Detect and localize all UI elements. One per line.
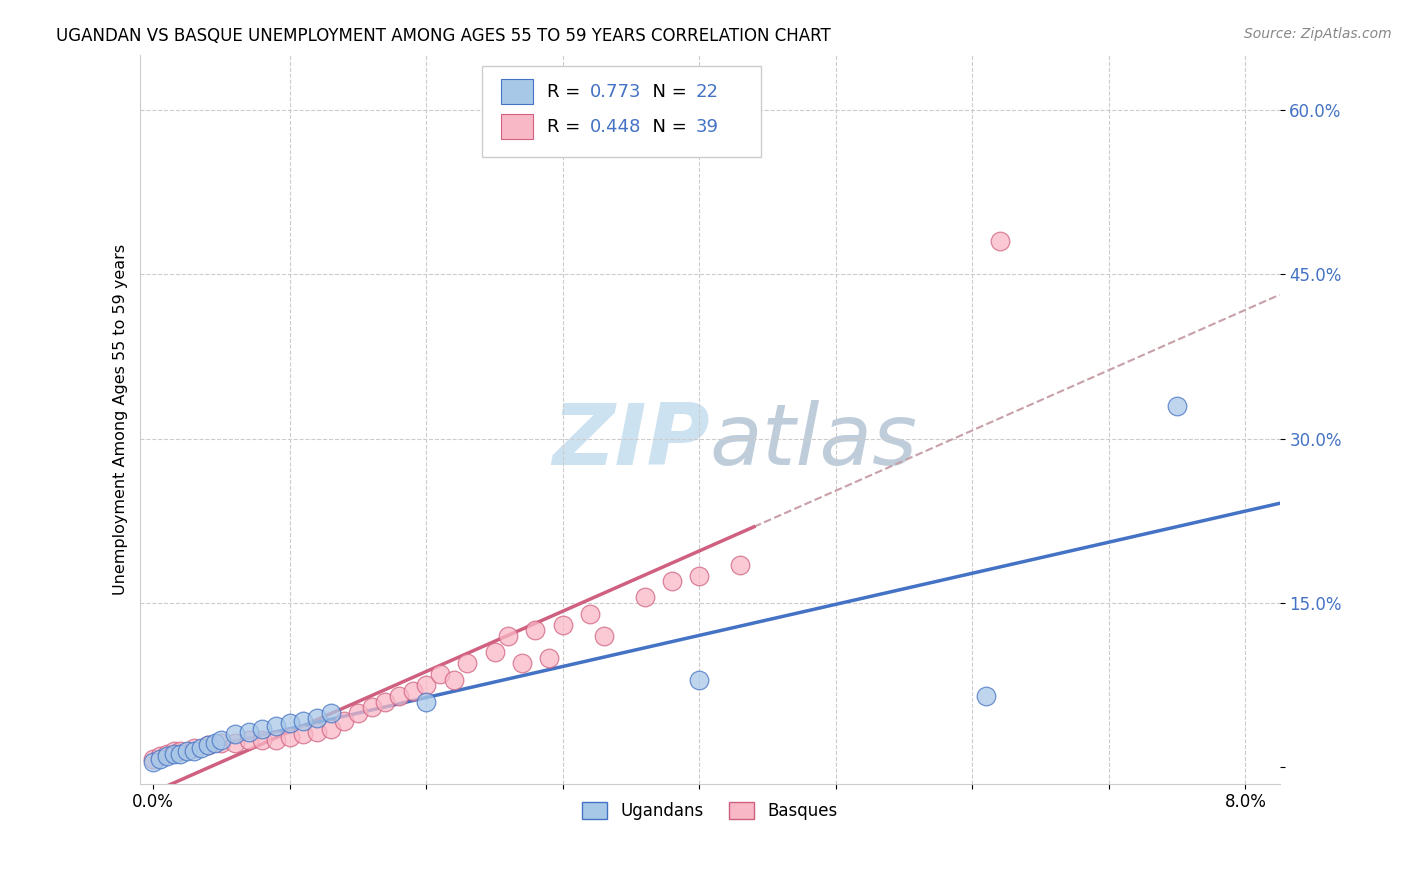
Point xyxy=(252,732,274,747)
Point xyxy=(496,629,519,643)
Point xyxy=(238,732,260,747)
Point xyxy=(524,624,547,638)
Point xyxy=(305,725,328,739)
Point xyxy=(988,235,1011,249)
FancyBboxPatch shape xyxy=(481,66,761,157)
Point xyxy=(224,727,246,741)
Point xyxy=(142,751,165,765)
Point xyxy=(415,678,437,692)
Point xyxy=(319,722,342,736)
Point xyxy=(1166,399,1188,413)
Point xyxy=(429,667,451,681)
Point xyxy=(292,714,315,729)
Text: atlas: atlas xyxy=(710,400,918,483)
Legend: Ugandans, Basques: Ugandans, Basques xyxy=(575,795,844,826)
Point xyxy=(292,727,315,741)
Point xyxy=(142,755,165,769)
Point xyxy=(374,695,396,709)
Point xyxy=(197,739,219,753)
Point xyxy=(415,695,437,709)
Point xyxy=(204,736,226,750)
Text: UGANDAN VS BASQUE UNEMPLOYMENT AMONG AGES 55 TO 59 YEARS CORRELATION CHART: UGANDAN VS BASQUE UNEMPLOYMENT AMONG AGE… xyxy=(56,27,831,45)
Point xyxy=(634,591,657,605)
Point xyxy=(333,714,356,729)
Point xyxy=(238,725,260,739)
Point xyxy=(156,747,179,761)
Point xyxy=(252,722,274,736)
Point xyxy=(388,689,411,703)
Point xyxy=(401,683,423,698)
Point xyxy=(551,618,574,632)
Point xyxy=(305,711,328,725)
Text: ZIP: ZIP xyxy=(553,400,710,483)
Point xyxy=(579,607,602,621)
Point xyxy=(190,740,212,755)
Point xyxy=(183,740,205,755)
Point xyxy=(183,744,205,758)
Point xyxy=(156,749,179,764)
Point xyxy=(688,673,710,687)
Point xyxy=(149,751,172,765)
Text: 22: 22 xyxy=(696,83,718,101)
Point xyxy=(484,645,506,659)
Point xyxy=(224,736,246,750)
Point xyxy=(688,568,710,582)
Point xyxy=(278,716,301,731)
Text: N =: N = xyxy=(641,118,693,136)
Point xyxy=(169,744,191,758)
Text: 39: 39 xyxy=(696,118,718,136)
Point xyxy=(730,558,752,572)
Point xyxy=(661,574,683,588)
Point xyxy=(592,629,614,643)
Y-axis label: Unemployment Among Ages 55 to 59 years: Unemployment Among Ages 55 to 59 years xyxy=(114,244,128,595)
Point xyxy=(264,719,287,733)
Point xyxy=(538,650,561,665)
Text: 0.448: 0.448 xyxy=(591,118,641,136)
Text: Source: ZipAtlas.com: Source: ZipAtlas.com xyxy=(1244,27,1392,41)
Point xyxy=(176,744,198,758)
Point xyxy=(319,706,342,720)
Point xyxy=(197,739,219,753)
Point xyxy=(211,736,233,750)
Point xyxy=(456,657,478,671)
Point xyxy=(264,732,287,747)
Point xyxy=(974,689,997,703)
Point xyxy=(149,749,172,764)
Point xyxy=(163,747,186,761)
Point xyxy=(360,700,382,714)
Point xyxy=(169,747,191,761)
Point xyxy=(443,673,465,687)
Text: 0.773: 0.773 xyxy=(591,83,641,101)
Text: R =: R = xyxy=(547,83,585,101)
Point xyxy=(278,730,301,744)
Bar xyxy=(501,79,533,104)
Point xyxy=(211,732,233,747)
Bar xyxy=(501,114,533,139)
Text: R =: R = xyxy=(547,118,585,136)
Text: N =: N = xyxy=(641,83,693,101)
Point xyxy=(347,706,370,720)
Point xyxy=(163,744,186,758)
Point xyxy=(510,657,533,671)
